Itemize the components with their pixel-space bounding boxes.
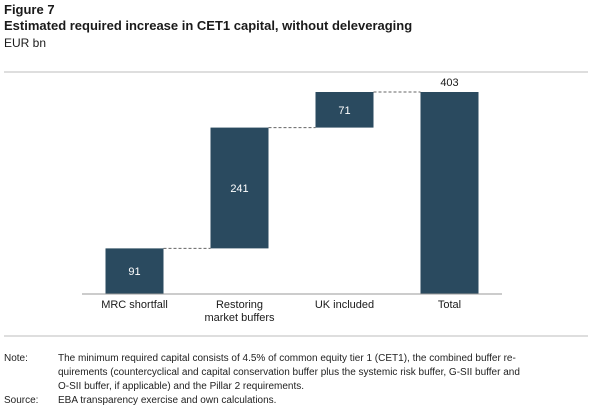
chart-title: Estimated required increase in CET1 capi…	[4, 18, 413, 33]
figure-label: Figure 7	[4, 2, 55, 17]
data-label-0: 91	[128, 266, 140, 278]
category-label-0: MRC shortfall	[101, 299, 168, 311]
source-key: Source:	[4, 395, 39, 406]
bar-2	[315, 92, 374, 128]
note-row: Note: The minimum required capital consi…	[4, 352, 588, 394]
bar-0	[105, 248, 164, 294]
category-label-1: market buffers	[204, 312, 275, 324]
category-label-1: Restoring	[216, 299, 263, 311]
figure-header: Figure 7 Estimated required increase in …	[4, 2, 412, 51]
data-label-2: 71	[338, 105, 350, 117]
source-text: EBA transparency exercise and own calcul…	[58, 394, 588, 408]
note-key: Note:	[4, 353, 28, 364]
note-text: The minimum required capital consists of…	[58, 352, 588, 394]
category-label-2: UK included	[315, 299, 374, 311]
bar-1	[210, 127, 269, 249]
source-row: Source: EBA transparency exercise and ow…	[4, 394, 588, 408]
data-label-1: 241	[230, 183, 248, 195]
source-line: EBA transparency exercise and own calcul…	[58, 395, 277, 406]
note-line: The minimum required capital consists of…	[58, 353, 516, 364]
bar-3	[420, 92, 479, 294]
note-line: O-SII buffer, if applicable) and the Pil…	[58, 381, 305, 392]
unit-label: EUR bn	[4, 36, 47, 50]
notes-section: Note: The minimum required capital consi…	[4, 352, 588, 408]
data-label-3: 403	[440, 77, 458, 89]
category-label-3: Total	[438, 299, 461, 311]
note-line: quirements (countercyclical and capital …	[58, 367, 520, 378]
